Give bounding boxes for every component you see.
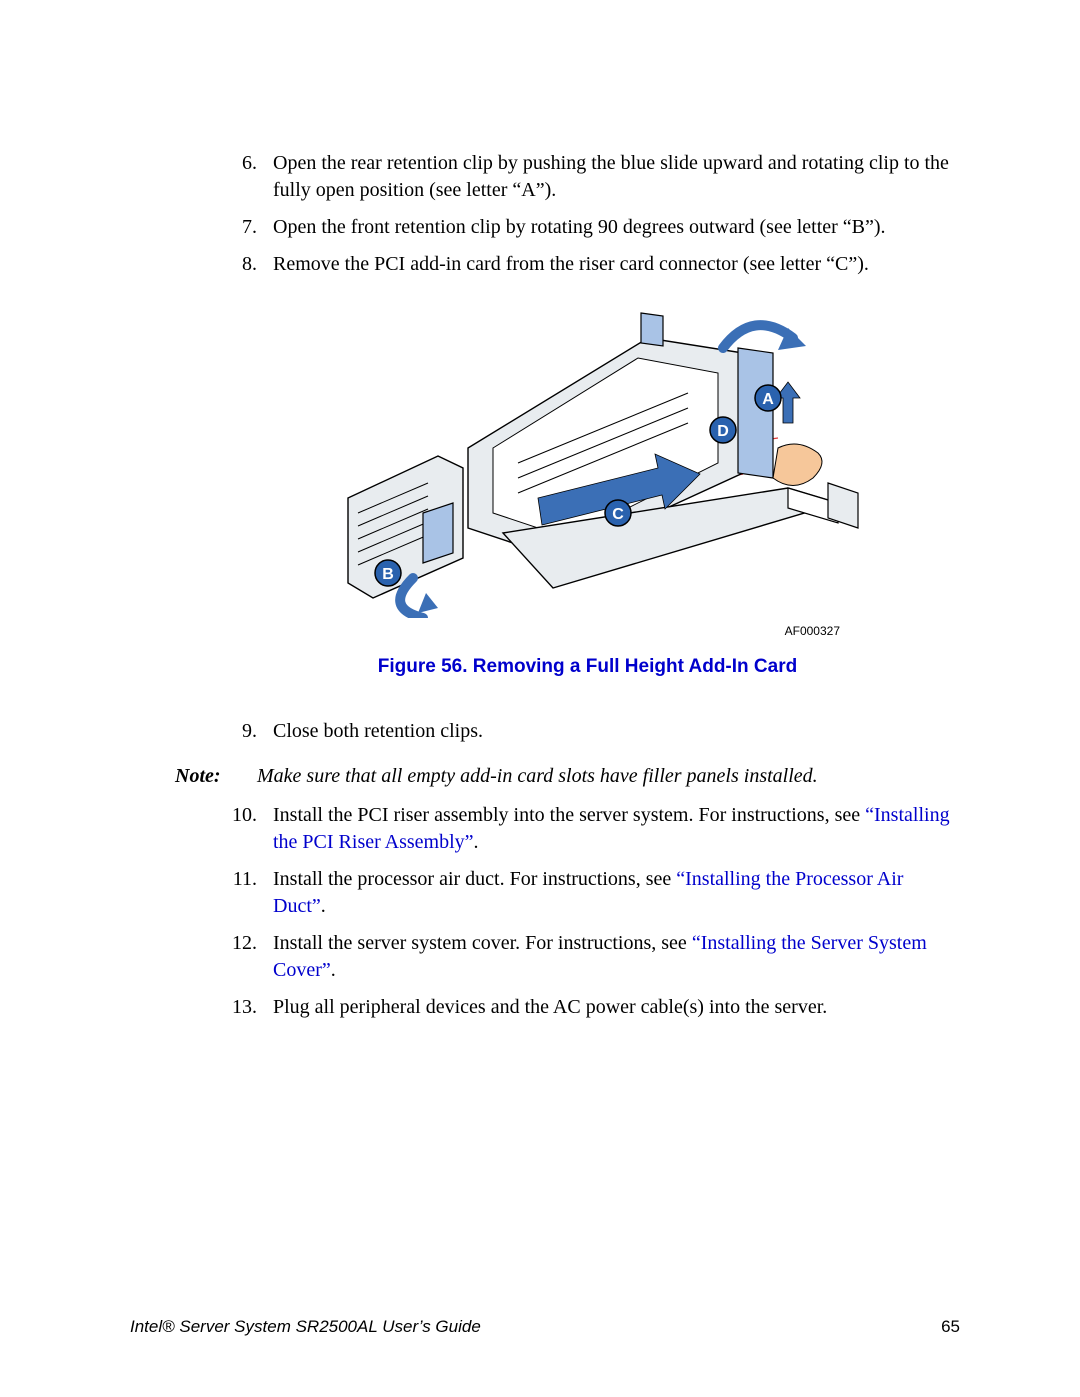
step-11: 11. Install the processor air duct. For … [175,866,960,920]
footer-title: Intel® Server System SR2500AL User’s Gui… [130,1317,481,1337]
step-13: 13. Plug all peripheral devices and the … [175,994,960,1021]
step-7: 7. Open the front retention clip by rota… [175,214,960,241]
step-6: 6. Open the rear retention clip by pushi… [175,150,960,204]
page-footer: Intel® Server System SR2500AL User’s Gui… [130,1317,960,1337]
step-number: 13. [175,994,273,1021]
step-number: 8. [175,251,273,278]
step-12: 12. Install the server system cover. For… [175,930,960,984]
note-label: Note: [175,765,257,788]
step-pre: Plug all peripheral devices and the AC p… [273,996,827,1018]
step-pre: Install the processor air duct. For inst… [273,868,676,890]
step-10: 10. Install the PCI riser assembly into … [175,802,960,856]
note-text: Make sure that all empty add-in card slo… [257,765,960,788]
step-8: 8. Remove the PCI add-in card from the r… [175,251,960,278]
step-number: 12. [175,930,273,984]
step-number: 11. [175,866,273,920]
callout-a: A [762,391,774,408]
figure-56: A B C D AF000327 Figure 56. Removing a F… [175,298,960,678]
step-text: Install the server system cover. For ins… [273,930,960,984]
step-number: 7. [175,214,273,241]
step-number: 6. [175,150,273,204]
callout-c: C [612,506,624,523]
step-number: 10. [175,802,273,856]
step-post: . [321,895,326,917]
step-pre: Install the server system cover. For ins… [273,932,692,954]
callout-b: B [382,566,394,583]
step-pre: Install the PCI riser assembly into the … [273,804,865,826]
step-post: . [331,959,336,981]
step-number: 9. [175,718,273,745]
step-text: Install the processor air duct. For inst… [273,866,960,920]
step-text: Close both retention clips. [273,718,960,745]
step-9: 9. Close both retention clips. [175,718,960,745]
step-post: . [474,831,479,853]
step-text: Install the PCI riser assembly into the … [273,802,960,856]
step-text: Remove the PCI add-in card from the rise… [273,251,960,278]
page-content: 6. Open the rear retention clip by pushi… [0,0,1080,1397]
figure-illustration: A B C D [318,298,878,618]
note-block: Note: Make sure that all empty add-in ca… [175,765,960,788]
step-text: Open the rear retention clip by pushing … [273,150,960,204]
page-number: 65 [941,1317,960,1337]
step-text: Open the front retention clip by rotatin… [273,214,960,241]
riser-diagram-icon: A B C D [318,298,878,618]
figure-caption: Figure 56. Removing a Full Height Add-In… [378,656,797,678]
step-text: Plug all peripheral devices and the AC p… [273,994,960,1021]
figure-code: AF000327 [785,624,840,638]
callout-d: D [717,423,729,440]
